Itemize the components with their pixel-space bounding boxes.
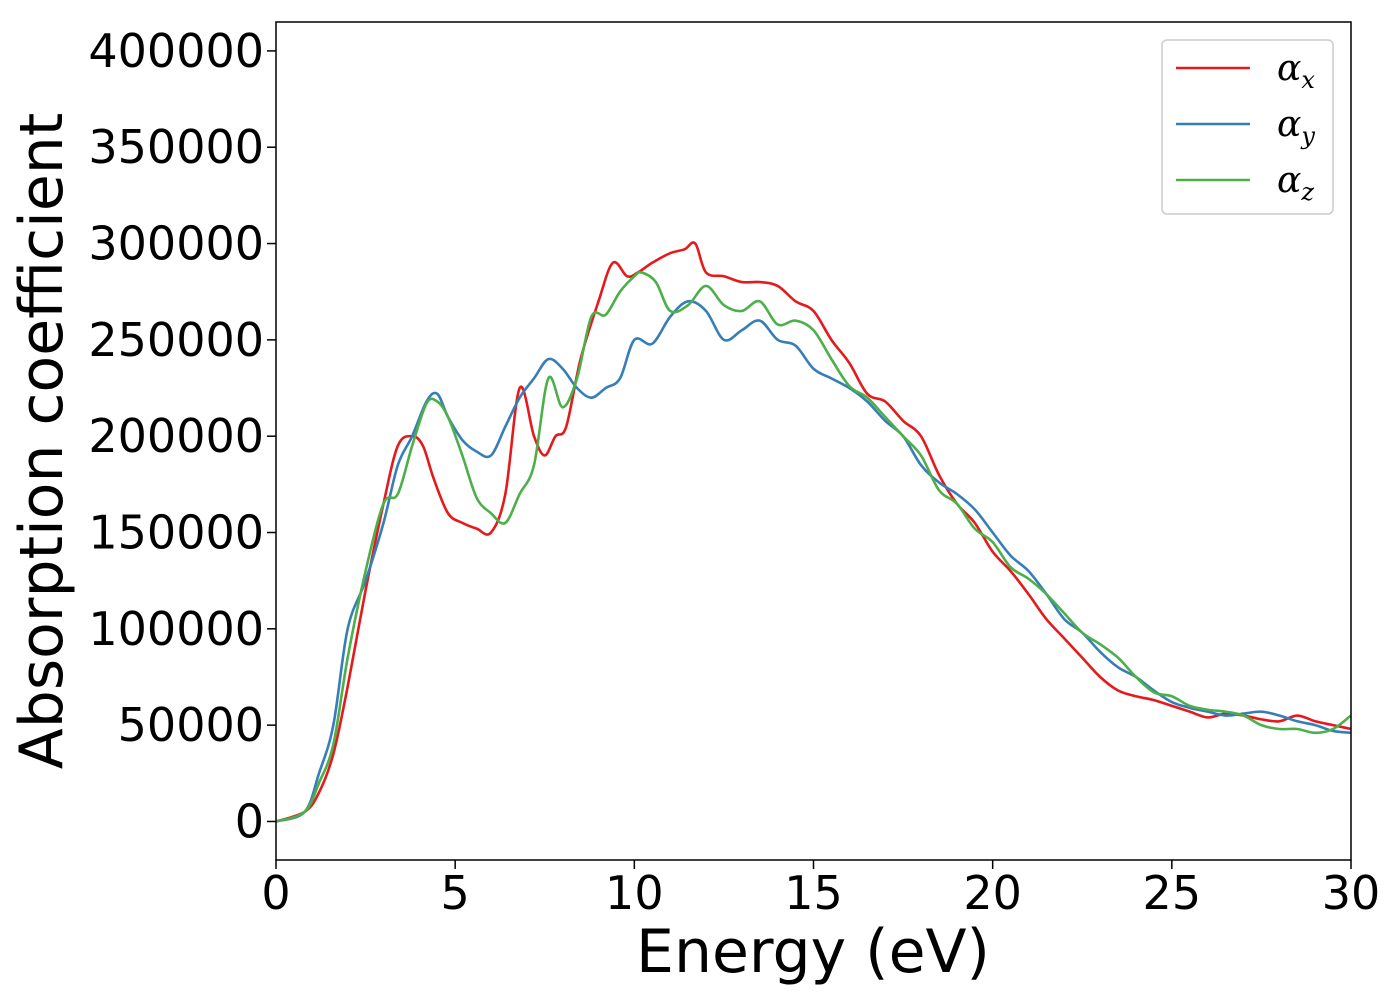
legend-label-alpha-z: αz <box>1277 160 1314 206</box>
legend-label-alpha-x: αx <box>1277 48 1315 94</box>
series-lines <box>276 241 1351 823</box>
series-line-alpha-z <box>276 270 1351 823</box>
x-tick-label: 20 <box>963 866 1022 920</box>
y-tick-label: 250000 <box>88 313 264 367</box>
legend-box <box>1161 39 1334 215</box>
y-tick-label: 350000 <box>88 120 264 174</box>
series-line-alpha-x <box>276 241 1351 823</box>
y-tick-label: 100000 <box>88 602 264 656</box>
y-tick-label: 400000 <box>88 24 264 78</box>
legend: αx αy αz <box>1161 39 1334 215</box>
x-tick-label: 15 <box>784 866 843 920</box>
x-tick-label: 5 <box>441 866 470 920</box>
y-tick-label: 300000 <box>88 217 264 271</box>
y-tick-label: 0 <box>235 794 264 848</box>
legend-label-alpha-y: αy <box>1277 104 1315 150</box>
x-tick-label: 0 <box>261 866 290 920</box>
y-axis-ticks: 0 50000 100000 150000 200000 250000 300000 3500… <box>88 24 276 848</box>
y-tick-label: 200000 <box>88 409 264 463</box>
y-tick-label: 150000 <box>88 506 264 560</box>
x-axis-ticks: 0 5 10 15 20 25 30 <box>261 860 1380 920</box>
x-tick-label: 10 <box>605 866 664 920</box>
x-axis-title: Energy (eV) <box>636 917 990 987</box>
x-tick-label: 25 <box>1143 866 1202 920</box>
y-tick-label: 50000 <box>118 698 264 752</box>
y-axis-title: Absorption coefficient <box>7 113 77 770</box>
x-tick-label: 30 <box>1322 866 1381 920</box>
